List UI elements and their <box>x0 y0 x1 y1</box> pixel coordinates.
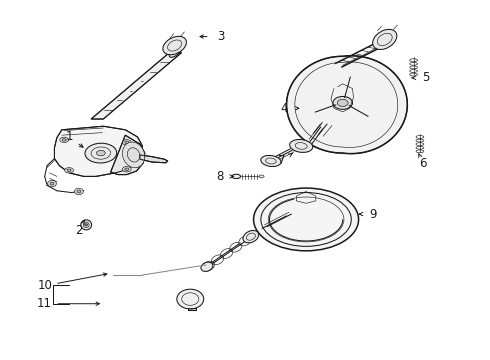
Ellipse shape <box>201 262 213 271</box>
Polygon shape <box>296 192 316 203</box>
Text: 8: 8 <box>216 170 223 183</box>
Ellipse shape <box>97 150 105 156</box>
Text: 7: 7 <box>278 154 285 167</box>
Polygon shape <box>54 126 143 176</box>
Text: 2: 2 <box>75 224 83 237</box>
Text: 10: 10 <box>37 279 52 292</box>
Ellipse shape <box>85 143 117 163</box>
Ellipse shape <box>81 220 92 230</box>
Polygon shape <box>188 308 196 310</box>
Ellipse shape <box>373 30 397 50</box>
Ellipse shape <box>74 188 83 195</box>
Ellipse shape <box>259 175 264 178</box>
Ellipse shape <box>67 169 71 172</box>
Polygon shape <box>287 56 407 154</box>
Ellipse shape <box>169 46 182 57</box>
Text: 1: 1 <box>65 130 73 144</box>
Polygon shape <box>111 135 145 175</box>
Ellipse shape <box>125 168 129 171</box>
Ellipse shape <box>60 137 69 143</box>
Ellipse shape <box>48 180 56 187</box>
Ellipse shape <box>62 139 66 141</box>
Text: 5: 5 <box>422 71 429 84</box>
Text: 6: 6 <box>419 157 427 170</box>
Ellipse shape <box>333 96 352 109</box>
Ellipse shape <box>261 156 281 167</box>
Ellipse shape <box>85 224 87 226</box>
Ellipse shape <box>83 222 89 228</box>
Ellipse shape <box>253 188 359 251</box>
Polygon shape <box>140 155 168 163</box>
Ellipse shape <box>50 182 54 185</box>
Ellipse shape <box>65 168 74 173</box>
Text: 4: 4 <box>280 102 288 115</box>
Ellipse shape <box>337 99 348 107</box>
Text: 3: 3 <box>217 30 224 43</box>
Text: 11: 11 <box>37 297 52 310</box>
Ellipse shape <box>177 289 204 309</box>
Ellipse shape <box>290 139 313 152</box>
Ellipse shape <box>122 140 131 145</box>
Ellipse shape <box>232 174 241 179</box>
Ellipse shape <box>122 142 145 168</box>
Ellipse shape <box>122 167 131 172</box>
Ellipse shape <box>243 230 259 243</box>
Ellipse shape <box>163 36 186 55</box>
Ellipse shape <box>77 190 81 193</box>
Ellipse shape <box>125 141 129 144</box>
Polygon shape <box>91 53 181 119</box>
Text: 9: 9 <box>369 208 377 221</box>
